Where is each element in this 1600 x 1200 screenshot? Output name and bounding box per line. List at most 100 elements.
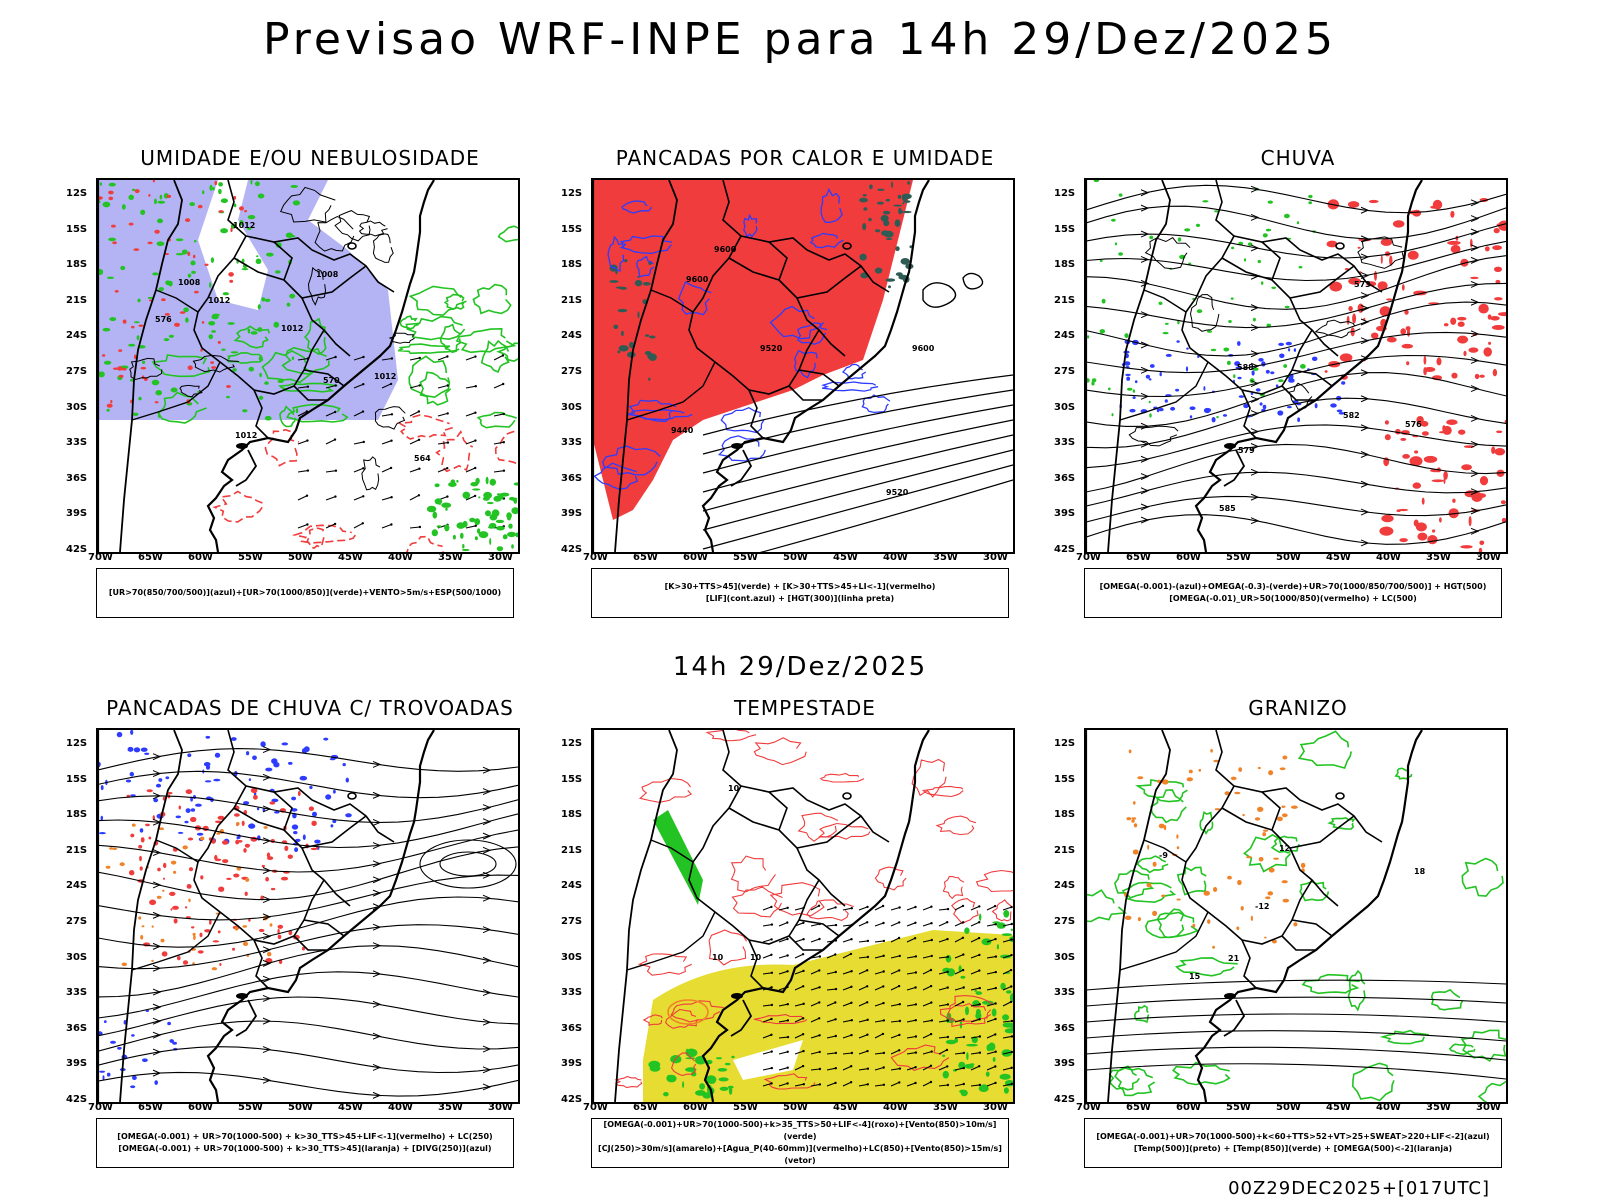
contour-label: 10 [712, 953, 724, 962]
lon-tick-label: 35W [438, 552, 463, 563]
shaded-cell [1314, 403, 1318, 409]
shaded-cell [151, 959, 154, 962]
vector-head [961, 968, 965, 972]
contour-line [304, 317, 327, 356]
lat-tick-label: 39S [66, 1058, 88, 1070]
shaded-cell [258, 928, 265, 933]
vector-head [818, 1001, 821, 1004]
shaded-cell [1002, 1014, 1010, 1021]
vector-head [929, 984, 933, 988]
shaded-cell [209, 919, 212, 925]
hgt-300-line [702, 374, 1013, 436]
shaded-cell [1237, 376, 1242, 380]
vector-head [962, 953, 965, 956]
contour-label: 564 [414, 454, 431, 463]
lat-tick-label: 18S [561, 259, 583, 271]
streamline [1086, 255, 1506, 310]
vector-head [390, 496, 393, 499]
contour-line [753, 1014, 808, 1025]
shaded-cell [731, 1055, 735, 1059]
vector-head [930, 922, 933, 925]
flow-arrow [1250, 410, 1260, 418]
vector-head [770, 1050, 773, 1053]
shaded-cell [1003, 1087, 1009, 1094]
shaded-cell [172, 1041, 177, 1045]
flow-arrow [152, 1031, 162, 1039]
lon-tick-label: 55W [733, 1102, 758, 1113]
vector-head [834, 1067, 837, 1070]
shaded-cell [992, 921, 1000, 924]
flow-arrow [372, 876, 382, 884]
vector-head [930, 1001, 933, 1004]
vector-head [474, 439, 477, 442]
wind-vector [465, 356, 476, 361]
flow-arrow [482, 1083, 492, 1091]
contour-line [642, 1014, 663, 1026]
streamline [1086, 471, 1506, 507]
lon-tick-label: 35W [1426, 552, 1451, 563]
shaded-cell [269, 923, 273, 927]
lat-tick-label: 33S [561, 437, 583, 449]
shaded-cell [243, 848, 247, 853]
shaded-cell [441, 502, 452, 508]
lon-tick-label: 35W [933, 1102, 958, 1113]
shaded-cell [509, 496, 515, 501]
vector-head [417, 410, 421, 413]
shaded-cell [333, 789, 336, 794]
vector-head [770, 1033, 773, 1036]
shaded-cell [888, 285, 891, 289]
shaded-cell [502, 534, 508, 540]
map-panel [96, 728, 520, 1104]
wind-vector [826, 1082, 836, 1087]
shaded-cell [485, 476, 489, 485]
flow-arrow [262, 805, 272, 813]
shaded-cell [133, 747, 141, 753]
shaded-cell [1243, 258, 1247, 262]
shaded-cell [1009, 993, 1013, 1002]
shaded-cell [242, 409, 248, 413]
shaded-cell [1379, 306, 1391, 317]
shaded-cell [177, 831, 184, 834]
shaded-cell [1452, 498, 1456, 503]
contour-label: 15 [1189, 972, 1201, 981]
contour-line [1133, 1004, 1150, 1023]
lon-tick-label: 50W [1276, 1102, 1301, 1113]
vector-head [961, 1000, 965, 1004]
contour-line [841, 363, 867, 380]
vector-head [850, 1001, 853, 1004]
shaded-cell [903, 200, 911, 203]
wind-vector [874, 1019, 884, 1023]
lat-tick-label: 42S [1054, 544, 1076, 555]
wind-vector [842, 1019, 852, 1023]
shaded-cell [222, 840, 229, 845]
shaded-cell [1176, 834, 1179, 839]
shaded-cell [1450, 210, 1455, 218]
vector-head [881, 1032, 885, 1036]
vector-head [802, 1002, 805, 1005]
lon-tick-label: 50W [288, 552, 313, 563]
vector-head [929, 1032, 933, 1036]
contour-line [455, 327, 517, 354]
vector-head [914, 1019, 917, 1022]
shaded-cell [624, 259, 628, 263]
shaded-cell [618, 345, 629, 352]
lon-tick-label: 35W [438, 1102, 463, 1113]
contour-line [1461, 857, 1504, 897]
vector-head [994, 1033, 997, 1036]
shaded-cell [1478, 547, 1483, 552]
vector-head [818, 1083, 822, 1086]
vector-head [802, 938, 805, 941]
wind-vector [826, 1018, 836, 1023]
contour-label: 1012 [235, 431, 257, 440]
shaded-cell [1148, 400, 1151, 404]
shaded-cell [1228, 320, 1232, 323]
vector-head [898, 1019, 902, 1023]
wind-vector [778, 1082, 788, 1087]
lat-tick-label: 30S [561, 401, 583, 413]
shaded-cell [1227, 360, 1231, 365]
wind-vector [778, 907, 788, 911]
contour-label: 21 [1228, 954, 1240, 963]
shaded-cell [496, 546, 504, 552]
shaded-cell [1222, 414, 1228, 417]
